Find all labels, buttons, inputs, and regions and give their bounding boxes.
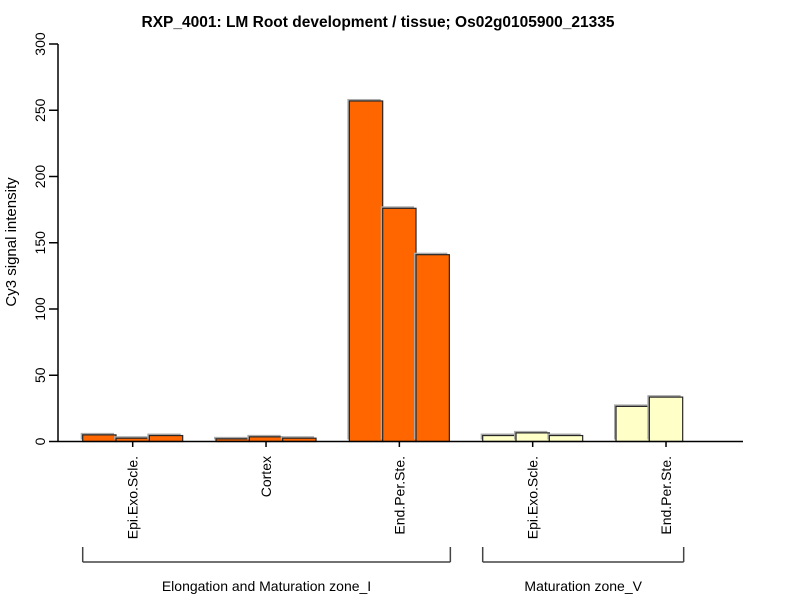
bar bbox=[148, 434, 184, 443]
bar-shadow bbox=[214, 436, 248, 440]
bar bbox=[415, 254, 450, 443]
bar bbox=[382, 207, 417, 443]
plot-area: 0 50 100 150 200 250 300 Epi.Exo.Scle. Cortex End… bbox=[32, 32, 743, 594]
bar bbox=[82, 434, 117, 443]
y-tick-label: 100 bbox=[32, 297, 48, 321]
group-label: Epi.Exo.Scle. bbox=[525, 456, 541, 539]
bar bbox=[615, 405, 650, 443]
y-tick-label: 150 bbox=[32, 231, 48, 255]
y-tick-label: 200 bbox=[32, 165, 48, 189]
bar bbox=[548, 434, 584, 443]
bar bbox=[348, 100, 384, 443]
zone-label: Elongation and Maturation zone_I bbox=[162, 578, 371, 594]
y-tick-label: 300 bbox=[32, 32, 48, 56]
y-axis-title: Cy3 signal intensity bbox=[3, 177, 20, 307]
group-label: End.Per.Ste. bbox=[391, 456, 407, 535]
y-tick-label: 50 bbox=[32, 367, 48, 383]
bar bbox=[648, 396, 684, 443]
group-label: Epi.Exo.Scle. bbox=[125, 456, 141, 539]
y-tick-label: 0 bbox=[32, 437, 48, 445]
bar bbox=[482, 434, 517, 443]
chart-title: RXP_4001: LM Root development / tissue; … bbox=[142, 14, 615, 31]
zone-label: Maturation zone_V bbox=[524, 578, 642, 594]
group-label: End.Per.Ste. bbox=[658, 456, 674, 535]
bar bbox=[515, 432, 550, 443]
y-tick-label: 250 bbox=[32, 98, 48, 122]
group-label: Cortex bbox=[258, 456, 274, 497]
